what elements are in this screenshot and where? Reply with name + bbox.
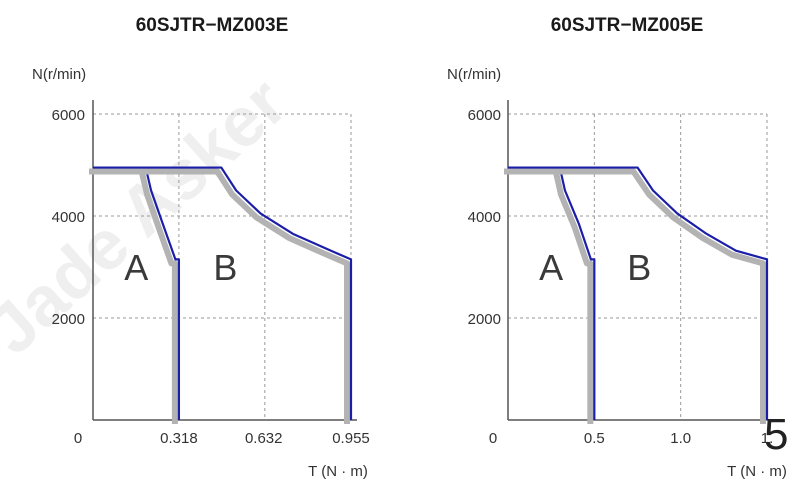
- y-tick-label: 4000: [468, 209, 501, 226]
- x-tick-label: 0.5: [584, 430, 605, 447]
- page-number: 5: [764, 410, 788, 459]
- y-tick-label: 2000: [52, 311, 85, 328]
- y-tick-label: 4000: [52, 209, 85, 226]
- chart-panel-2: 60SJTR−MZ005E N(r/min) T (N · m) 2000 4000 60…: [447, 15, 787, 480]
- y-tick-label: 6000: [52, 107, 85, 124]
- series-shadow-B: [89, 168, 350, 424]
- x-tick-label: 0: [74, 430, 82, 447]
- y-tick-label: 2000: [468, 311, 501, 328]
- x-tick-label: 0.318: [160, 430, 198, 447]
- y-tick-label: 6000: [468, 107, 501, 124]
- x-tick-label: 1.0: [670, 430, 691, 447]
- y-axis-label: N(r/min): [447, 66, 501, 83]
- region-label-B: B: [213, 247, 237, 288]
- series-shadow-B: [504, 168, 766, 424]
- series-curve-A: [508, 166, 596, 420]
- x-tick-label: 0: [489, 430, 497, 447]
- region-label-A: A: [124, 247, 148, 288]
- x-axis-label: T (N · m): [727, 463, 787, 480]
- x-tick-label: 1.: [761, 430, 774, 447]
- region-label-B: B: [627, 247, 651, 288]
- series-shadow-A: [504, 168, 594, 424]
- chart-title: 60SJTR−MZ003E: [136, 15, 289, 36]
- x-tick-label: 0.632: [245, 430, 283, 447]
- x-axis-label: T (N · m): [308, 463, 368, 480]
- series-curve-B: [508, 166, 769, 420]
- chart-panel-1: 60SJTR−MZ003E N(r/min) T (N · m) 2000 4000 60…: [32, 15, 370, 480]
- y-axis-label: N(r/min): [32, 66, 86, 83]
- region-label-A: A: [539, 247, 563, 288]
- chart-title: 60SJTR−MZ005E: [551, 15, 704, 36]
- x-tick-label: 0.955: [332, 430, 370, 447]
- series-curve-B: [93, 166, 353, 420]
